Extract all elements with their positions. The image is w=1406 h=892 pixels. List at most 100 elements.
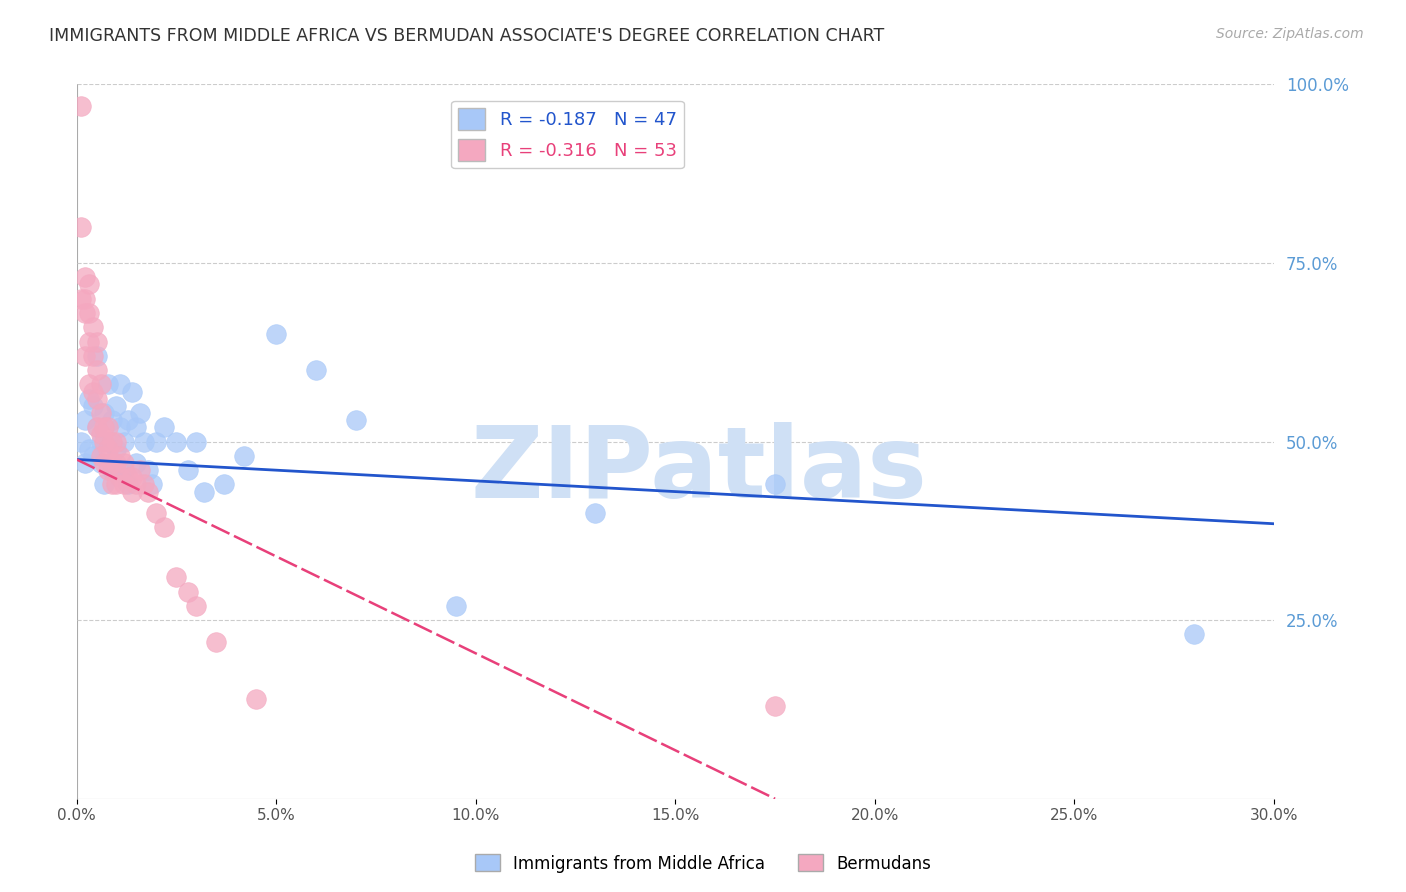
Point (763, 698, 786, 713)
Point (138, 463, 160, 477)
Point (110, 377, 132, 392)
Point (86, 392, 108, 406)
Point (97, 434, 120, 449)
Point (763, 477, 786, 491)
Point (73, 413, 96, 427)
Point (129, 463, 152, 477)
Point (121, 470, 143, 484)
Point (444, 599, 467, 613)
Point (114, 477, 136, 491)
Point (93, 456, 115, 470)
Point (110, 470, 132, 484)
Point (73, 292, 96, 306)
Point (73, 306, 96, 320)
Point (82, 449, 104, 463)
Text: Source: ZipAtlas.com: Source: ZipAtlas.com (1216, 27, 1364, 41)
Point (82, 399, 104, 413)
Point (82, 349, 104, 363)
Point (89, 377, 111, 392)
Point (101, 413, 124, 427)
Point (77, 277, 100, 292)
Point (212, 477, 235, 491)
Point (77, 306, 100, 320)
Point (105, 456, 128, 470)
Point (125, 456, 148, 470)
Point (129, 406, 152, 420)
Point (177, 463, 200, 477)
Point (89, 427, 111, 442)
Point (101, 463, 124, 477)
Point (186, 434, 208, 449)
Point (105, 442, 128, 456)
Point (86, 349, 108, 363)
Point (77, 392, 100, 406)
Point (93, 477, 115, 491)
Point (114, 456, 136, 470)
Point (177, 584, 200, 599)
Point (105, 434, 128, 449)
Point (89, 449, 111, 463)
Point (125, 477, 148, 491)
Point (97, 442, 120, 456)
Point (82, 384, 104, 399)
Point (138, 484, 160, 499)
Point (69, 434, 91, 449)
Point (86, 334, 108, 349)
Point (105, 477, 128, 491)
Point (117, 470, 139, 484)
Point (110, 449, 132, 463)
Point (585, 506, 607, 520)
Point (305, 363, 328, 377)
Point (77, 334, 100, 349)
Point (77, 377, 100, 392)
Point (110, 420, 132, 434)
Point (125, 420, 148, 434)
Point (233, 449, 256, 463)
Point (193, 484, 215, 499)
Point (101, 477, 124, 491)
Point (145, 434, 167, 449)
Point (121, 384, 143, 399)
Point (73, 349, 96, 363)
Point (69, 99, 91, 113)
Point (1182, 627, 1205, 641)
Point (205, 634, 228, 648)
Point (93, 420, 115, 434)
Point (73, 270, 96, 285)
Point (89, 406, 111, 420)
Point (82, 320, 104, 334)
Point (86, 363, 108, 377)
Point (97, 377, 120, 392)
Point (264, 327, 287, 342)
Point (134, 477, 156, 491)
Point (73, 456, 96, 470)
Point (165, 570, 187, 584)
Point (141, 477, 163, 491)
Point (69, 220, 91, 235)
Point (93, 434, 115, 449)
Point (69, 292, 91, 306)
Point (121, 484, 143, 499)
Point (117, 477, 139, 491)
Point (186, 599, 208, 613)
Point (105, 399, 128, 413)
Point (101, 456, 124, 470)
Point (165, 434, 187, 449)
Point (97, 420, 120, 434)
Point (86, 420, 108, 434)
Point (77, 442, 100, 456)
Point (101, 434, 124, 449)
Point (153, 520, 176, 534)
Point (97, 463, 120, 477)
Legend: R = -0.187   N = 47, R = -0.316   N = 53: R = -0.187 N = 47, R = -0.316 N = 53 (451, 101, 683, 168)
Point (145, 506, 167, 520)
Point (93, 406, 115, 420)
Point (245, 691, 267, 706)
Point (89, 456, 111, 470)
Point (134, 434, 156, 449)
Text: ZIPatlas: ZIPatlas (471, 422, 928, 518)
Point (89, 434, 111, 449)
Point (344, 413, 367, 427)
Legend: Immigrants from Middle Africa, Bermudans: Immigrants from Middle Africa, Bermudans (468, 847, 938, 880)
Point (117, 413, 139, 427)
